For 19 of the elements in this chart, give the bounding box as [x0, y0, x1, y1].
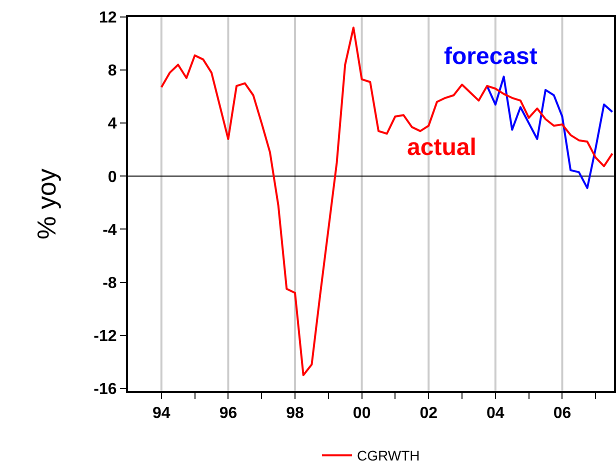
x-tick-label: 04 — [486, 405, 504, 422]
legend-label: CGRWTH — [357, 448, 420, 464]
y-tick-label: 4 — [108, 116, 117, 133]
x-tick-label: 98 — [286, 405, 304, 422]
x-tick-label: 94 — [152, 405, 170, 422]
x-tick-label: 06 — [553, 405, 572, 422]
x-tick-label: 96 — [219, 405, 238, 422]
annotation: forecast — [444, 43, 538, 70]
annotation: actual — [407, 134, 476, 161]
y-tick-label: 12 — [99, 10, 117, 27]
y-tick-label: -12 — [94, 328, 117, 345]
y-tick-label: -8 — [102, 274, 117, 292]
y-tick-label: 8 — [108, 62, 117, 80]
y-tick-label: 0 — [108, 168, 117, 186]
x-tick-label: 02 — [420, 405, 438, 422]
y-axis-title: % yoy — [32, 168, 62, 240]
x-tick-label: 00 — [352, 405, 371, 422]
y-tick-label: -16 — [94, 380, 117, 398]
y-tick-label: -4 — [102, 222, 117, 239]
